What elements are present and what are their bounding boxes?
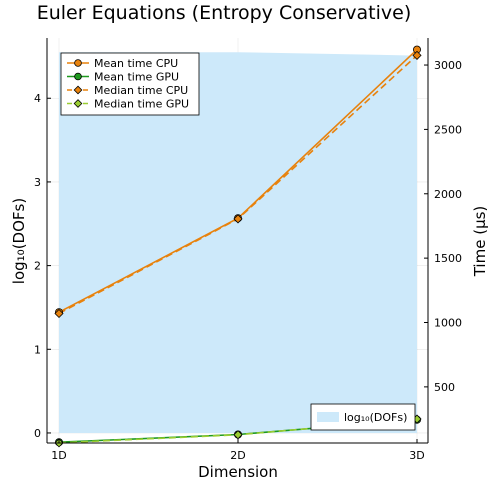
- right-tick-labels: 500 1000 1500 2000 2500 3000: [434, 59, 462, 394]
- point-median-time-cpu-0: [54, 308, 64, 319]
- legend-label-median-time-gpu: Median time GPU: [94, 98, 189, 111]
- left-tick-label-1: 1: [34, 343, 41, 356]
- legend-marker-mean-time-gpu: [74, 72, 82, 81]
- right-tick-label-0: 500: [434, 381, 455, 394]
- point-median-time-cpu-1: [233, 214, 243, 224]
- right-tick-label-4: 2500: [434, 123, 462, 136]
- left-axis-title: log₁₀(DOFs): [10, 198, 28, 284]
- x-tick-labels: 1D 2D 3D: [51, 449, 424, 462]
- legend-label-mean-time-cpu: Mean time CPU: [94, 57, 178, 70]
- legend-area-swatch: [317, 412, 339, 422]
- left-tick-labels: 0 1 2 3 4: [34, 92, 41, 440]
- left-tick-label-4: 4: [34, 92, 41, 105]
- right-tick-label-2: 1500: [434, 252, 462, 265]
- point-median-time-cpu-2: [412, 50, 422, 60]
- legend-label-mean-time-gpu: Mean time GPU: [94, 71, 179, 84]
- x-axis-title: Dimension: [198, 463, 278, 481]
- legend-area: log₁₀(DOFs): [310, 403, 416, 431]
- x-tick-label-1: 2D: [230, 449, 245, 462]
- area-log-dofs: [59, 52, 417, 433]
- axes: [46, 38, 429, 444]
- left-tick-label-2: 2: [34, 260, 41, 273]
- legend-label-median-time-cpu: Median time CPU: [94, 84, 188, 97]
- legend-marker-median-time-cpu: [73, 85, 83, 95]
- legend-area-label: log₁₀(DOFs): [344, 411, 407, 424]
- left-tick-label-0: 0: [34, 427, 41, 440]
- legend-marker-mean-time-cpu: [74, 59, 82, 67]
- right-tick-label-1: 1000: [434, 317, 462, 330]
- x-tick-label-2: 3D: [409, 449, 424, 462]
- x-tick-label-0: 1D: [51, 449, 66, 462]
- right-axis-title: Time (µs): [471, 206, 489, 278]
- right-tick-label-3: 2000: [434, 188, 462, 201]
- legend-marker-median-time-gpu: [73, 99, 83, 108]
- area-layer: [59, 52, 417, 433]
- chart-title: Euler Equations (Entropy Conservative): [37, 2, 412, 24]
- left-tick-label-3: 3: [34, 176, 41, 189]
- right-tick-label-5: 3000: [434, 59, 462, 72]
- point-median-time-gpu-1: [233, 430, 243, 440]
